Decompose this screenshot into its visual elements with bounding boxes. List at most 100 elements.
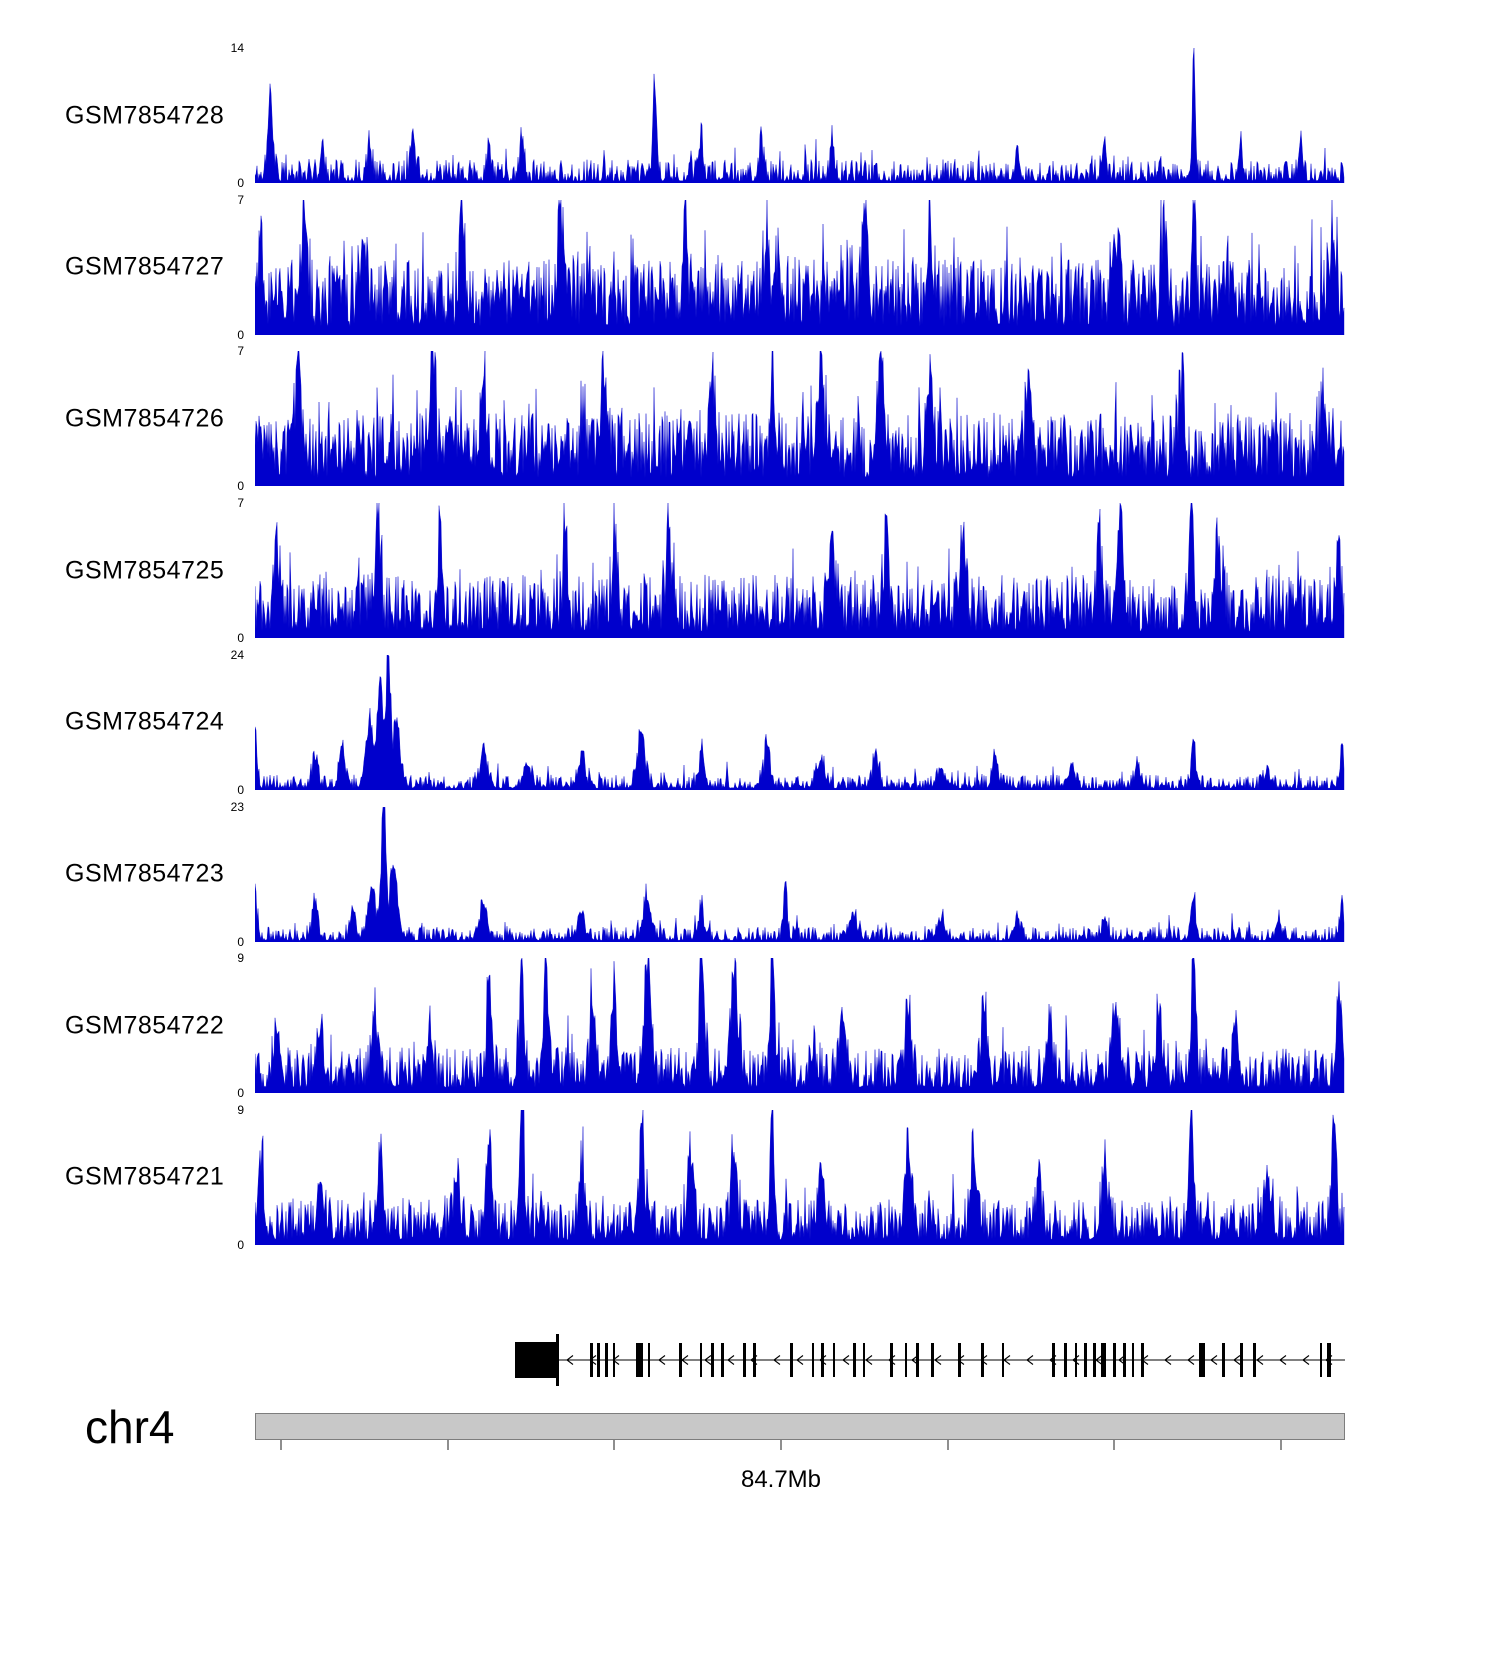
gene-exon (1075, 1343, 1077, 1377)
gene-exon (981, 1343, 984, 1377)
minus-strand-arrow-icon (1233, 1355, 1241, 1365)
y-axis-zero-label: 0 (237, 1086, 244, 1101)
ruler-position-label: 84.7Mb (740, 1466, 822, 1493)
gene-exon (1002, 1343, 1004, 1377)
y-axis-max-label: 14 (230, 41, 244, 55)
minus-strand-arrow-icon (1302, 1355, 1310, 1365)
gene-exon (648, 1343, 650, 1377)
y-axis-zero-label: 0 (237, 479, 244, 494)
gene-exon (590, 1343, 593, 1377)
coverage-track-GSM7854724: GSM7854724 24 0 (0, 648, 1500, 797)
gene-exon (1327, 1343, 1331, 1377)
minus-strand-arrow-icon (1210, 1355, 1218, 1365)
gene-terminal-exon (515, 1342, 556, 1378)
minus-strand-arrow-icon (727, 1355, 735, 1365)
gene-exon (890, 1343, 893, 1377)
coverage-signal-plot (255, 1109, 1345, 1245)
gene-exon (812, 1343, 814, 1377)
track-name-label: GSM7854722 (65, 1011, 225, 1040)
gene-exon (556, 1334, 559, 1386)
y-axis-zero-label: 0 (237, 327, 244, 342)
y-axis-zero-label: 0 (237, 176, 244, 190)
gene-exon (1093, 1343, 1096, 1377)
minus-strand-arrow-icon (658, 1355, 666, 1365)
gene-exon (613, 1343, 615, 1377)
gene-exon (1320, 1343, 1322, 1377)
gene-exon (1240, 1343, 1243, 1377)
track-name-label: GSM7854727 (65, 252, 225, 281)
gene-exon (1052, 1343, 1055, 1377)
gene-exon (790, 1343, 793, 1377)
coverage-track-GSM7854722: GSM7854722 9 0 (0, 951, 1500, 1100)
minus-strand-arrow-icon (1256, 1355, 1264, 1365)
minus-strand-arrow-icon (1026, 1355, 1034, 1365)
y-axis-max-label: 7 (237, 496, 244, 511)
track-name-label: GSM7854724 (65, 707, 225, 736)
coverage-track-GSM7854726: GSM7854726 7 0 (0, 344, 1500, 493)
minus-strand-arrow-icon (796, 1355, 804, 1365)
minus-strand-arrow-icon (1164, 1355, 1172, 1365)
gene-exon (711, 1343, 714, 1377)
chromosome-ideogram (255, 1413, 1345, 1450)
minus-strand-arrow-icon (934, 1355, 942, 1365)
gene-exon (721, 1343, 724, 1377)
gene-exon (1084, 1343, 1087, 1377)
coverage-signal-plot (255, 654, 1345, 790)
minus-strand-arrow-icon (842, 1355, 850, 1365)
coverage-signal-plot (255, 48, 1345, 183)
minus-strand-arrow-icon (1279, 1355, 1287, 1365)
y-axis-max-label: 9 (237, 1102, 244, 1117)
y-axis-max-label: 9 (237, 951, 244, 966)
gene-exon (1222, 1343, 1225, 1377)
track-name-label: GSM7854726 (65, 404, 225, 433)
coverage-signal-plot (255, 199, 1345, 335)
coverage-track-GSM7854723: GSM7854723 23 0 (0, 800, 1500, 949)
gene-exon (1253, 1343, 1256, 1377)
track-name-label: GSM7854728 (65, 101, 225, 129)
minus-strand-arrow-icon (1187, 1355, 1195, 1365)
gene-exon (931, 1343, 934, 1377)
track-name-label: GSM7854725 (65, 556, 225, 585)
y-axis-zero-label: 0 (237, 1237, 244, 1252)
gene-exon (905, 1343, 907, 1377)
gene-exon (597, 1343, 600, 1377)
minus-strand-arrow-icon (773, 1355, 781, 1365)
minus-strand-arrow-icon (704, 1355, 712, 1365)
y-axis-zero-label: 0 (237, 631, 244, 646)
gene-exon (679, 1343, 682, 1377)
gene-exon (1199, 1343, 1205, 1377)
y-axis-zero-label: 0 (237, 934, 244, 949)
gene-exon (605, 1343, 608, 1377)
gene-exon (853, 1343, 856, 1377)
gene-exon (863, 1343, 865, 1377)
y-axis-max-label: 7 (237, 344, 244, 359)
chromosome-label: chr4 (85, 1401, 175, 1453)
gene-exon (700, 1343, 702, 1377)
coverage-signal-plot (255, 806, 1345, 942)
gene-exon (1123, 1343, 1126, 1377)
gene-exon (743, 1343, 746, 1377)
minus-strand-arrow-icon (566, 1355, 574, 1365)
coverage-signal-plot (255, 503, 1345, 639)
y-axis-max-label: 23 (230, 799, 244, 814)
coverage-signal-plot (255, 351, 1345, 487)
minus-strand-arrow-icon (865, 1355, 873, 1365)
coverage-signal-plot (255, 958, 1345, 1094)
chromosome-bar (255, 1413, 1345, 1440)
gene-exon (958, 1343, 961, 1377)
coverage-track-GSM7854727: GSM7854727 7 0 (0, 193, 1500, 342)
y-axis-max-label: 7 (237, 192, 244, 207)
gene-exon (916, 1343, 919, 1377)
gene-exon (1132, 1343, 1134, 1377)
coverage-track-GSM7854725: GSM7854725 7 0 (0, 496, 1500, 645)
y-axis-zero-label: 0 (237, 782, 244, 797)
gene-exon (1113, 1343, 1116, 1377)
gene-exon (821, 1343, 824, 1377)
gene-exon (1141, 1343, 1144, 1377)
coverage-track-GSM7854721: GSM7854721 9 0 (0, 1103, 1500, 1252)
y-axis-max-label: 24 (230, 647, 244, 662)
track-name-label: GSM7854721 (65, 1162, 225, 1191)
gene-exon (833, 1343, 835, 1377)
gene-exon (1101, 1343, 1106, 1377)
gene-exon (753, 1343, 756, 1377)
